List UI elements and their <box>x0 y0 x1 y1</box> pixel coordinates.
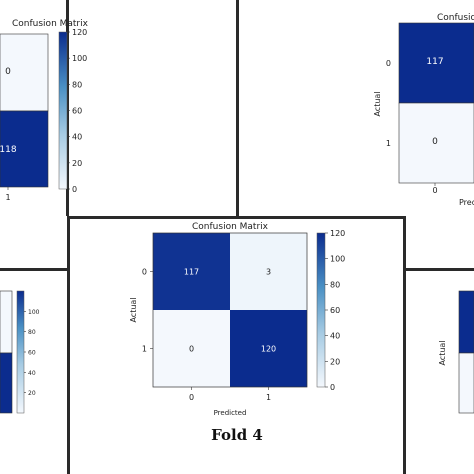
main-cbar-tick-label: 120 <box>330 229 345 238</box>
ytick-top-right-1: 1 <box>386 139 391 148</box>
cell-bottom-right-r1 <box>458 352 474 414</box>
title-top-left: Confusion Matrix <box>12 19 89 29</box>
divider-left-horizontal <box>0 268 67 271</box>
matrix-cell-0-1 <box>230 233 307 310</box>
matrix-cell-0-0 <box>153 233 230 310</box>
main-cbar-tick-label: 60 <box>330 306 340 315</box>
cbar-tick-label: 60 <box>28 350 36 357</box>
cbar-tick-label: 100 <box>28 309 40 316</box>
cbar-tick-label: 80 <box>72 80 82 89</box>
cell-bottom-right-r0 <box>458 290 474 354</box>
cell-value-top-left-r0: 0 <box>5 67 11 77</box>
main-cbar-tick-label: 100 <box>330 255 345 264</box>
cell-bottom-left-r1 <box>0 352 13 414</box>
xtick-label-0: 0 <box>189 393 194 402</box>
cell-value-top-right-r1: 0 <box>432 137 438 147</box>
cell-top-left-r0 <box>0 33 49 112</box>
divider-vertical-left <box>66 0 69 216</box>
main-chart-title: Confusion Matrix <box>192 222 269 232</box>
chart-bottom-right: Actual <box>438 290 474 414</box>
matrix-value-0-0: 117 <box>184 268 199 277</box>
ytick-label-0: 0 <box>142 268 147 277</box>
cbar-tick-label: 40 <box>28 370 36 377</box>
colorbar-top-left <box>58 31 68 190</box>
cbar-tick-label: 80 <box>28 329 36 336</box>
cbar-tick-label: 0 <box>72 185 77 194</box>
cell-bottom-left-r0 <box>0 290 13 354</box>
matrix-cell-1-1 <box>230 310 307 387</box>
cell-top-right-r0 <box>398 22 474 104</box>
ytick-top-right-0: 0 <box>386 59 391 68</box>
main-colorbar <box>316 232 326 388</box>
cbar-tick-label: 120 <box>72 28 87 37</box>
ytick-label-1: 1 <box>142 345 147 354</box>
divider-vertical-center <box>236 0 239 216</box>
ylabel-top-right: Actual <box>373 91 382 116</box>
chart-bottom-left: 20 40 60 80 100 <box>0 290 40 414</box>
xtick-label-1: 1 <box>266 393 271 402</box>
cbar-tick-label: 60 <box>72 107 82 116</box>
xtick-top-left-1: 1 <box>5 193 10 202</box>
cbar-tick-label: 20 <box>72 159 82 168</box>
title-top-right: Confusion <box>437 13 474 23</box>
cell-value-top-right-r0: 117 <box>426 57 443 67</box>
cbar-tick-label: 100 <box>72 54 87 63</box>
fold-label: Fold 4 <box>211 426 263 444</box>
matrix-value-1-0: 0 <box>189 345 194 354</box>
main-cbar-tick-label: 0 <box>330 383 335 392</box>
ylabel-bottom-right: Actual <box>438 340 447 365</box>
matrix-frame <box>152 232 308 388</box>
xlabel-top-right: Predi <box>459 198 474 207</box>
chart-top-right: Confusion 117 0 0 1 Actual 0 Predi <box>373 13 474 207</box>
cbar-tick-label: 20 <box>28 390 36 397</box>
colorbar-bottom-left <box>16 290 25 414</box>
matrix-cell-1-0 <box>153 310 230 387</box>
main-cbar-tick-label: 80 <box>330 280 340 289</box>
y-axis-label: Actual <box>129 297 138 322</box>
main-cbar-tick-label: 40 <box>330 332 340 341</box>
cell-top-right-r1 <box>398 102 474 184</box>
chart-top-left: Confusion Matrix 0 118 1 0 20 40 60 80 100 120 <box>0 19 89 202</box>
cell-top-left-r1 <box>0 110 49 188</box>
matrix-value-1-1: 120 <box>261 345 276 354</box>
main-confusion-matrix: Confusion Matrix 117 3 0 120 0 1 0 1 Predicted Act… <box>129 222 345 417</box>
divider-right-horizontal <box>406 268 474 271</box>
cbar-tick-label: 40 <box>72 133 82 142</box>
main-cbar-tick-label: 20 <box>330 357 340 366</box>
matrix-value-0-1: 3 <box>266 268 271 277</box>
cell-value-top-left-r1: 118 <box>0 145 17 155</box>
x-axis-label: Predicted <box>214 409 247 417</box>
xtick-top-right-0: 0 <box>432 186 437 195</box>
